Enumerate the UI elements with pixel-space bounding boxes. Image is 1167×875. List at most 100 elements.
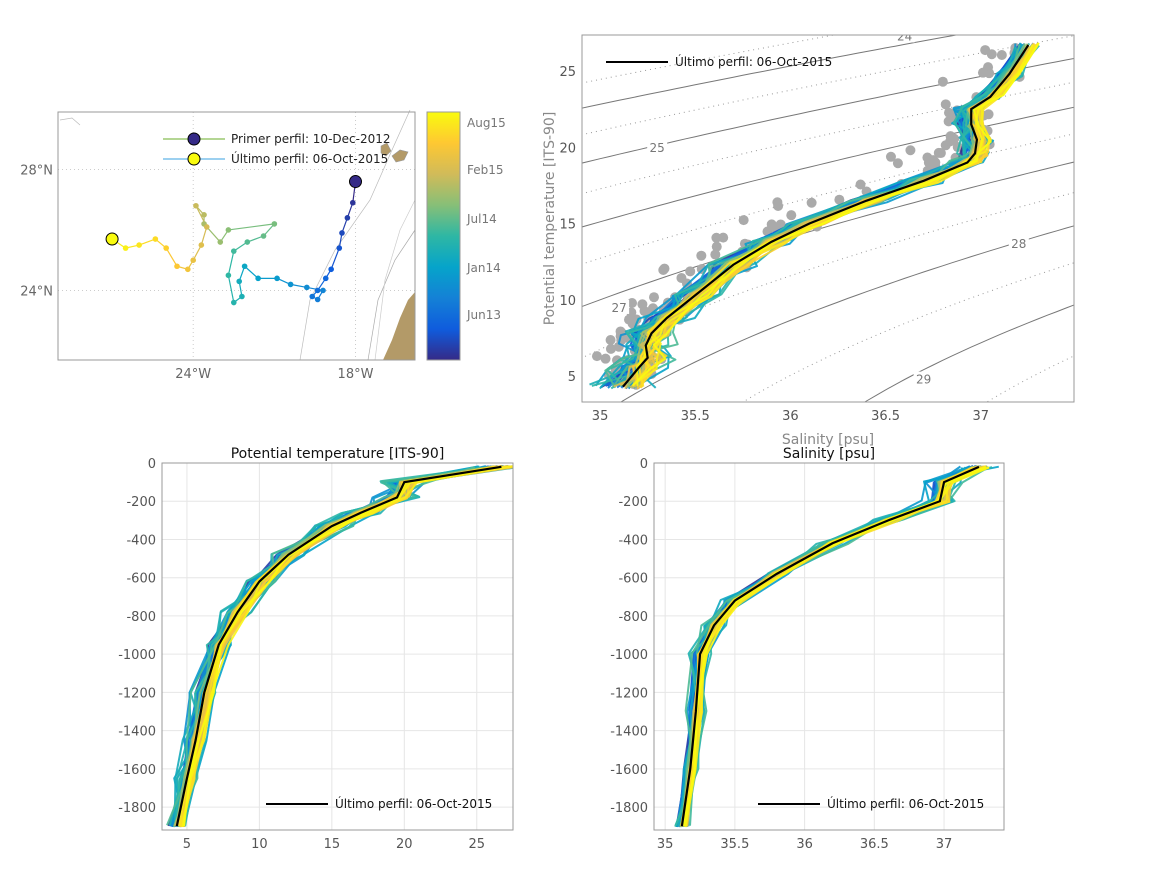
track-point [225,227,232,233]
map-frame [57,111,416,361]
ytick-label: 10 [559,294,576,309]
track-segment [138,238,156,246]
chart-3: 35 35.5 36 36.5 37 0 -200 -400 -600 -800 -1000 -120… [610,446,1005,852]
track-point [239,293,245,300]
xtick-label: 15 [324,837,341,852]
track-point [230,299,237,306]
historical-point [945,131,956,142]
ytick-label: -1800 [610,801,648,816]
isopycnal-contour [582,35,959,109]
historical-point [637,299,648,310]
ytick-label: -1000 [118,648,156,663]
historical-point [591,351,602,362]
ytick-label: -1600 [610,763,648,778]
xtick-label: 35 [592,409,609,424]
track-point [349,199,356,206]
axes-frame [161,462,514,831]
track-segment [165,247,178,267]
track-segment [228,223,275,231]
colorbar-tick-label: Feb15 [467,163,504,177]
ytick-label: -1600 [118,763,156,778]
track-point [274,275,280,282]
historical-point [685,266,696,277]
track-point [309,293,316,300]
track-point [236,278,243,285]
xtick-label: 37 [972,409,989,424]
ytick-label: -400 [126,533,156,548]
ytick-label: -400 [618,533,648,548]
historical-point [937,76,948,87]
track-point [271,221,278,227]
isopycnal-label: 29 [916,373,931,387]
isopycnal-contour [582,106,1074,228]
xtick-label: 35.5 [681,409,710,424]
track-point [339,230,345,236]
isopycnal-label-bg [1008,235,1029,250]
isopycnal-label: 24 [897,29,912,43]
historical-point [922,152,933,163]
track-point [122,245,129,251]
ytick-label: -200 [618,495,648,510]
historical-point [627,298,638,309]
isopycnal-label-bg [913,371,934,386]
xtick-label: 36 [796,837,813,852]
historical-point [935,148,946,159]
historical-point [696,250,707,261]
xtick-label: 36 [782,409,799,424]
track-point [201,212,207,218]
historical-point [711,232,722,243]
africa-coast [383,292,415,360]
historical-point [600,353,611,364]
ytick-label: -1400 [610,725,648,740]
bathymetry-contour [59,117,81,126]
ytick-label: 20 [559,141,576,156]
colorbar-tick-label: Aug15 [467,116,506,130]
xtick-label: 37 [936,837,953,852]
ytick-label: -200 [126,495,156,510]
first-profile-marker [349,175,362,189]
xtick-label: 20 [396,837,413,852]
track-segment [244,265,259,279]
bathymetry-contour [299,109,411,361]
chart-title: Salinity [psu] [783,446,875,462]
track-point [314,296,321,303]
map-xtick-label: 18°W [338,367,374,382]
ytick-label: -800 [126,610,156,625]
track-point [203,224,210,230]
historical-point [892,158,903,169]
isopycnal-label: 27 [611,301,626,315]
isopycnal-label-bg [894,35,915,43]
ytick-label: -600 [126,572,156,587]
xtick-label: 36.5 [860,837,889,852]
historical-point [605,343,616,354]
track-point [225,272,232,279]
isopycnal-contour [863,304,1074,402]
colorbar-tick-label: Jul14 [466,212,497,226]
track-segment [227,250,235,276]
track-point [304,284,310,291]
last-profile-line [622,44,1030,388]
historical-point [605,334,616,345]
track-point [163,245,169,251]
xtick-label: 25 [468,837,485,852]
isopycnal-label-bg [647,139,668,154]
track-point [344,215,351,221]
legend-label: Último perfil: 06-Oct-2015 [231,151,388,166]
track-point [260,233,267,239]
historical-point [977,67,988,78]
legend-marker [187,152,201,166]
historical-point [996,49,1007,60]
historical-point [940,99,951,110]
historical-point [806,197,817,208]
ytick-label: -800 [618,610,648,625]
isopycnal-label-bg [609,299,630,314]
legend-label: Primer perfil: 10-Dec-2012 [231,132,391,146]
ytick-label: -1200 [118,686,156,701]
historical-point [986,49,997,60]
track-point [314,287,321,294]
track-segment [200,226,208,246]
historical-point [772,197,783,208]
profile-line [166,466,476,826]
track-point [336,245,343,251]
